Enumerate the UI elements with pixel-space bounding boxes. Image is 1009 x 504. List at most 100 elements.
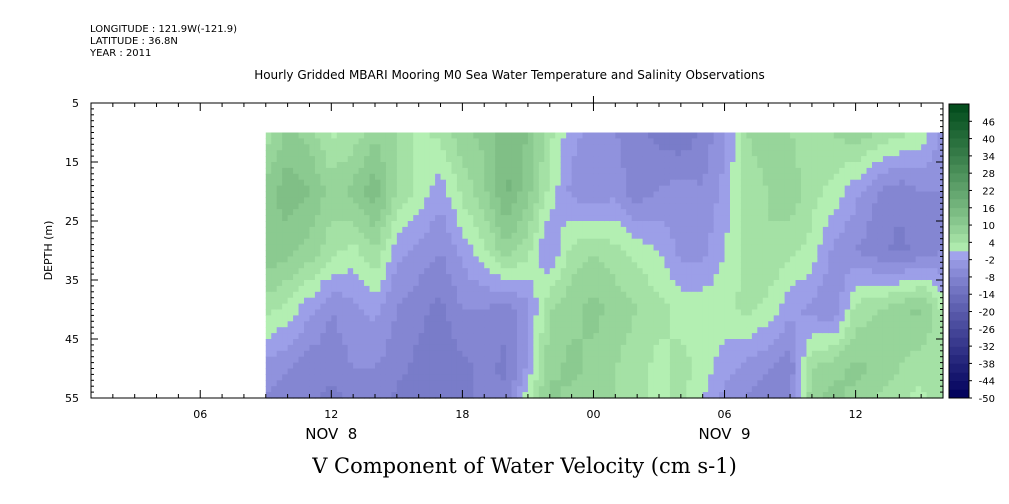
heatmap-cell [522,244,529,252]
heatmap-cell [631,344,638,352]
heatmap-cell [751,280,758,287]
heatmap-cell [265,356,272,364]
heatmap-cell [702,179,709,187]
heatmap-cell [839,327,846,334]
heatmap-cell [850,333,857,340]
heatmap-cell [555,162,562,169]
heatmap-cell [609,232,616,240]
heatmap-cell [511,209,518,216]
heatmap-cell [555,297,562,305]
heatmap-cell [598,339,605,346]
heatmap-cell [637,203,644,210]
heatmap-cell [762,274,769,281]
heatmap-cell [560,339,567,346]
heatmap-cell [811,374,818,381]
heatmap-cell [560,274,567,281]
heatmap-cell [866,380,873,387]
heatmap-cell [517,291,524,299]
heatmap-cell [795,303,802,311]
heatmap-cell [822,285,829,293]
heatmap-cell [598,344,605,352]
heatmap-cell [593,274,600,281]
heatmap-cell [467,191,474,198]
heatmap-cell [566,226,573,234]
heatmap-cell [489,362,496,370]
heatmap-cell [604,344,611,352]
heatmap-cell [735,386,742,393]
heatmap-cell [342,150,349,157]
heatmap-cell [773,215,780,222]
heatmap-cell [795,327,802,334]
heatmap-cell [680,262,687,269]
heatmap-cell [358,386,365,393]
heatmap-cell [495,256,502,263]
heatmap-cell [353,173,360,181]
heatmap-cell [336,197,343,204]
heatmap-cell [560,162,567,169]
heatmap-cell [413,132,420,139]
heatmap-cell [347,303,354,311]
heatmap-cell [609,173,616,181]
heatmap-cell [500,150,507,157]
heatmap-cell [462,232,469,240]
heatmap-cell [620,327,627,334]
heatmap-cell [730,333,737,340]
heatmap-cell [620,156,627,163]
heatmap-cell [822,333,829,340]
heatmap-cell [740,380,747,387]
heatmap-cell [839,179,846,187]
heatmap-cell [489,262,496,269]
heatmap-cell [833,356,840,364]
heatmap-cell [795,291,802,299]
heatmap-cell [833,309,840,316]
heatmap-cell [566,215,573,222]
heatmap-cell [314,244,321,252]
heatmap-cell [806,179,813,187]
heatmap-cell [817,380,824,387]
heatmap-cell [801,185,808,193]
heatmap-cell [336,392,343,399]
heatmap-cell [533,268,540,275]
heatmap-cell [276,203,283,210]
heatmap-cell [435,368,442,375]
heatmap-cell [664,280,671,287]
heatmap-cell [293,386,300,393]
heatmap-cell [511,344,518,352]
heatmap-cell [489,333,496,340]
heatmap-cell [571,344,578,352]
heatmap-cell [702,244,709,252]
heatmap-cell [751,132,758,139]
heatmap-cell [730,232,737,240]
heatmap-cell [637,327,644,334]
heatmap-cell [435,285,442,293]
heatmap-cell [331,197,338,204]
heatmap-cell [680,386,687,393]
heatmap-cell [866,209,873,216]
heatmap-cell [615,209,622,216]
heatmap-cell [467,386,474,393]
heatmap-cell [719,185,726,193]
heatmap-cell [751,156,758,163]
heatmap-cell [282,221,289,228]
heatmap-cell [385,150,392,157]
heatmap-cell [566,144,573,151]
heatmap-cell [620,232,627,240]
heatmap-cell [746,374,753,381]
heatmap-cell [331,209,338,216]
heatmap-cell [325,215,332,222]
heatmap-cell [331,350,338,358]
heatmap-cell [385,285,392,293]
heatmap-cell [735,221,742,228]
heatmap-cell [833,232,840,240]
heatmap-cell [855,333,862,340]
heatmap-cell [708,274,715,281]
heatmap-cell [320,315,327,322]
heatmap-cell [773,262,780,269]
heatmap-cell [407,386,414,393]
heatmap-cell [719,191,726,198]
heatmap-cell [484,150,491,157]
heatmap-cell [691,209,698,216]
heatmap-cell [527,256,534,263]
heatmap-cell [626,244,633,252]
heatmap-cell [588,285,595,293]
